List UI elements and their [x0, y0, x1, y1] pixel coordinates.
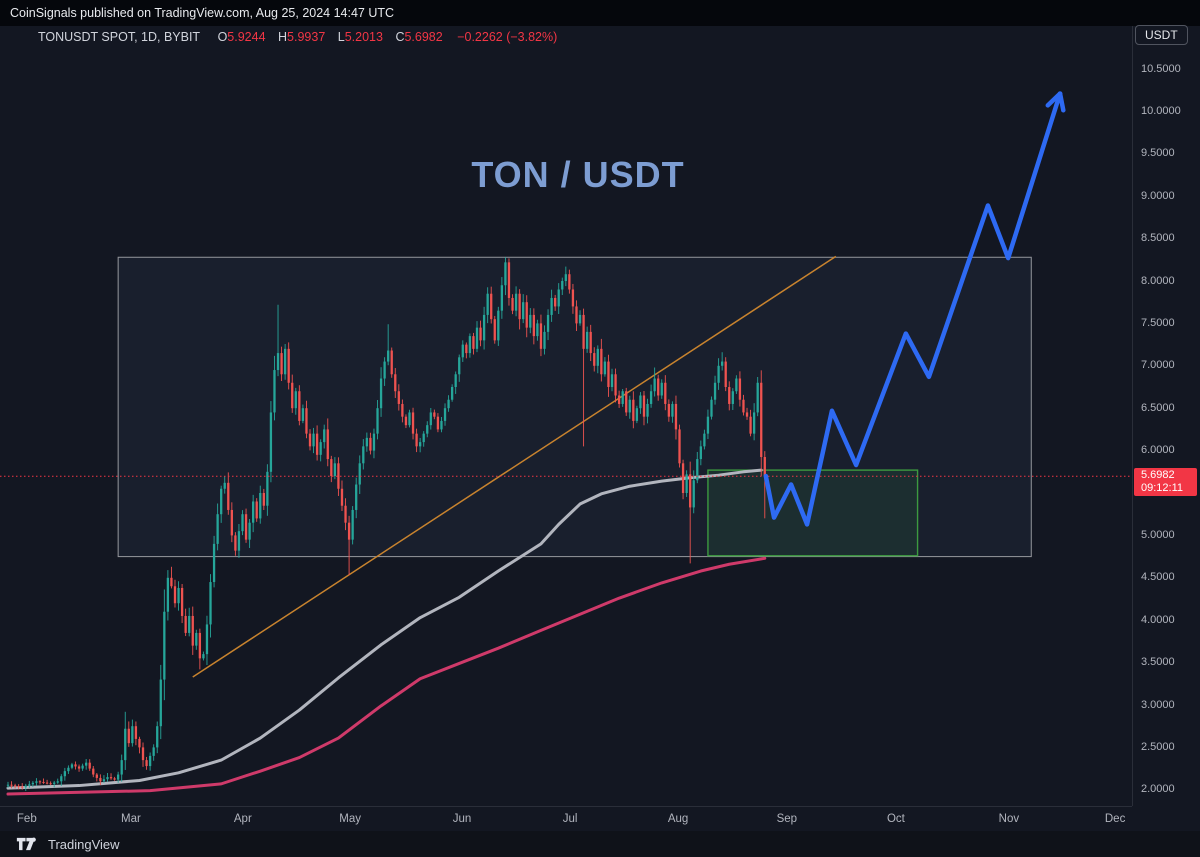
- change-value: −0.2262 (−3.82%): [457, 30, 558, 44]
- high-value: H5.9937: [278, 30, 326, 44]
- price-axis[interactable]: 10.5000 10.0000 9.5000 9.0000 8.5000 8.0000 7.…: [1132, 26, 1200, 806]
- support-zone-box: [707, 469, 919, 557]
- time-axis-month-label: Jun: [452, 813, 472, 825]
- price-axis-tick: 8.0000: [1141, 274, 1175, 287]
- tradingview-brand-text: TradingView: [48, 836, 120, 852]
- symbol-legend[interactable]: TONUSDT SPOT, 1D, BYBIT O5.9244 H5.9937 …: [38, 30, 557, 48]
- price-axis-tick: 8.5000: [1141, 232, 1175, 245]
- tradingview-mark-icon: [16, 837, 36, 851]
- close-value: C5.6982: [395, 30, 443, 44]
- open-value: O5.9244: [217, 30, 266, 44]
- time-axis-month-label: Apr: [233, 813, 252, 825]
- projection-arrowhead: [1057, 91, 1066, 113]
- price-axis-tick: 4.5000: [1141, 571, 1175, 584]
- bullish-projection-path: [763, 91, 1063, 527]
- time-axis-month-label: May: [339, 813, 361, 825]
- currency-toggle-button[interactable]: USDT: [1135, 25, 1188, 45]
- price-axis-tick: 7.5000: [1141, 316, 1175, 329]
- time-axis-month-label: Dec: [1104, 813, 1126, 825]
- price-axis-tick: 4.0000: [1141, 613, 1175, 626]
- price-axis-tick: 6.5000: [1141, 401, 1175, 414]
- candles-layer: [6, 257, 766, 792]
- price-axis-tick: 10.0000: [1141, 104, 1181, 117]
- last-price-label: 5.6982 09:12:11: [1134, 468, 1197, 496]
- candlestick-chart[interactable]: [0, 26, 1132, 806]
- price-axis-tick: 2.0000: [1141, 783, 1175, 796]
- fast-moving-average-line: [6, 468, 763, 790]
- bar-countdown: 09:12:11: [1141, 481, 1184, 494]
- price-axis-tick: 9.0000: [1141, 189, 1175, 202]
- price-axis-tick: 5.0000: [1141, 528, 1175, 541]
- publisher-note: CoinSignals published on TradingView.com…: [10, 6, 395, 20]
- ascending-trendline: [192, 255, 837, 678]
- last-price-value: 5.6982: [1141, 469, 1175, 481]
- price-axis-tick: 6.0000: [1141, 444, 1175, 457]
- price-axis-tick: 3.5000: [1141, 656, 1175, 669]
- chart-watermark-title: TON / USDT: [471, 154, 685, 195]
- time-axis[interactable]: Feb Mar Apr May Jun Jul Aug Sep Oct Nov Dec: [0, 806, 1132, 832]
- slow-moving-average-line: [6, 556, 767, 796]
- time-axis-month-label: Oct: [886, 813, 905, 825]
- time-axis-month-label: Mar: [121, 813, 141, 825]
- time-axis-month-label: Feb: [16, 813, 37, 825]
- time-axis-month-label: Nov: [998, 813, 1020, 825]
- projection-arrowhead: [1045, 91, 1063, 108]
- price-axis-tick: 10.5000: [1141, 62, 1181, 75]
- price-axis-tick: 7.0000: [1141, 359, 1175, 372]
- symbol-title[interactable]: TONUSDT SPOT, 1D, BYBIT: [38, 30, 201, 44]
- time-axis-month-label: Aug: [667, 813, 689, 825]
- price-axis-tick: 9.5000: [1141, 147, 1175, 160]
- tradingview-logo[interactable]: TradingView: [16, 836, 120, 852]
- price-axis-tick: 2.5000: [1141, 740, 1175, 753]
- chart-pane[interactable]: TONUSDT SPOT, 1D, BYBIT O5.9244 H5.9937 …: [0, 26, 1132, 806]
- time-axis-month-label: Jul: [562, 813, 578, 825]
- low-value: L5.2013: [337, 30, 383, 44]
- footer-bar: TradingView: [0, 831, 1200, 857]
- publisher-bar: CoinSignals published on TradingView.com…: [0, 0, 1200, 26]
- price-axis-tick: 3.0000: [1141, 698, 1175, 711]
- time-axis-month-label: Sep: [776, 813, 798, 825]
